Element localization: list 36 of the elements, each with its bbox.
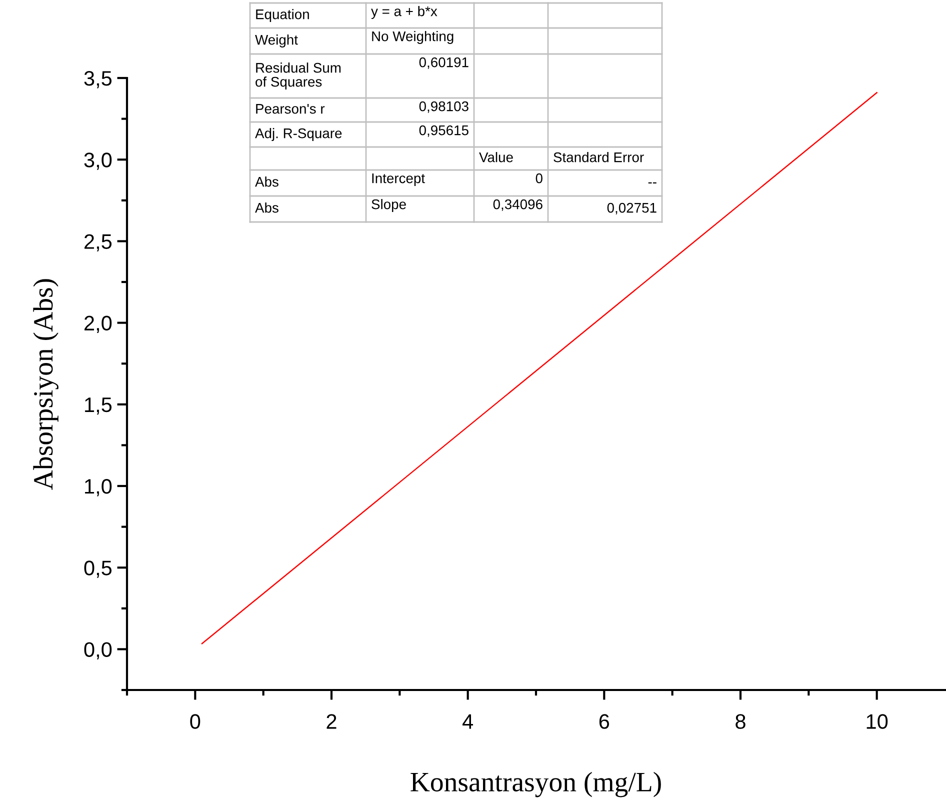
text: 0,60191	[419, 57, 468, 69]
annotation: Standard Error	[554, 152, 644, 162]
annotation: 0	[536, 173, 542, 184]
x-tick-label: 10	[866, 714, 888, 729]
annotation: Residual Sum of Squares	[256, 62, 341, 90]
y-axis-title: Absorpsiyon (Abs)	[33, 279, 58, 490]
annotation: Abs	[255, 176, 278, 187]
annotation: Value	[479, 152, 513, 162]
y-tick-label: 0,0	[84, 642, 112, 660]
text: y = a + b*x	[371, 6, 438, 19]
y-tick-label: 1,5	[85, 398, 112, 415]
annotation: Adj. R-Square	[255, 128, 342, 141]
text: Equation	[256, 9, 309, 22]
x-axis-title: Konsantrasyon (mg/L)	[410, 772, 661, 798]
x-tick-label: 4	[462, 714, 474, 729]
y-tick-label: 0,5	[84, 560, 112, 578]
annotation: --	[648, 182, 656, 184]
y-tick-label: 1,0	[85, 479, 112, 496]
annotation: 0,34096	[493, 199, 542, 211]
annotation: 0,98103	[419, 101, 468, 113]
x-tick-label: 0	[190, 714, 200, 729]
text: No Weighting	[372, 31, 454, 44]
y-tick-label: 2,0	[84, 316, 112, 334]
text: Weight	[255, 34, 298, 48]
y-tick-label: 2,5	[84, 234, 112, 252]
x-tick-label: 6	[599, 714, 610, 729]
x-tick-label: 2	[326, 714, 336, 729]
x-tick-label: 8	[736, 714, 746, 729]
annotation: 0,95615	[419, 125, 468, 137]
y-tick-label: 3,5	[84, 71, 112, 88]
annotation: Intercept	[372, 174, 425, 186]
annotation: Abs	[255, 202, 278, 213]
annotation: Pearson's r	[256, 104, 325, 114]
annotation: 0,02751	[607, 202, 656, 214]
annotation: Slope	[372, 199, 406, 212]
y-tick-label: 3,0	[84, 152, 112, 170]
